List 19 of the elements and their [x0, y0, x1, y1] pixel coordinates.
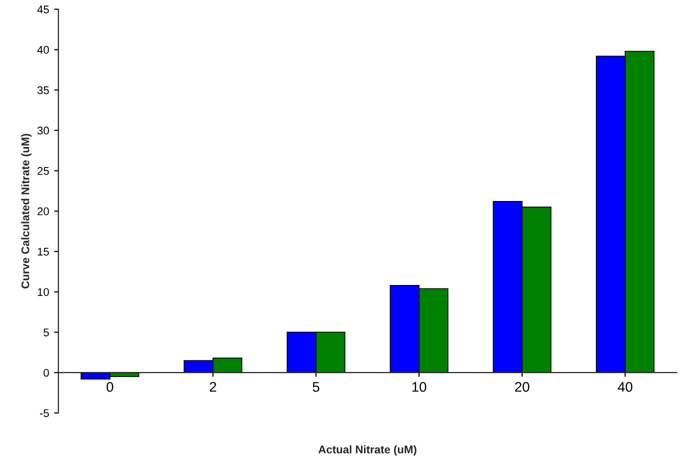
y-tick-label: 10: [38, 288, 49, 296]
y-tick-label: 15: [38, 248, 49, 256]
y-tick-label: 45: [37, 6, 49, 14]
y-tick-label: 40: [37, 46, 49, 54]
y-tick-label: 35: [37, 86, 49, 94]
x-tick-label: 10: [412, 382, 426, 392]
x-tick-label: 5: [312, 382, 320, 392]
y-axis-title: Curve Calculated Nitrate (uM): [21, 134, 32, 288]
y-tick-label: 20: [38, 207, 49, 216]
x-axis-title: Actual Nitrate (uM): [318, 445, 416, 456]
y-tick-label: 30: [37, 126, 49, 135]
y-tick-label: 0: [44, 368, 49, 377]
x-tick-label: 2: [210, 382, 216, 392]
y-tick-label: -5: [40, 409, 49, 418]
x-tick-label: 0: [106, 382, 114, 392]
y-tick-label: 5: [44, 328, 49, 336]
x-tick-label: 40: [618, 382, 632, 392]
y-tick-label: 25: [38, 167, 49, 175]
x-tick-label: 20: [515, 382, 530, 392]
